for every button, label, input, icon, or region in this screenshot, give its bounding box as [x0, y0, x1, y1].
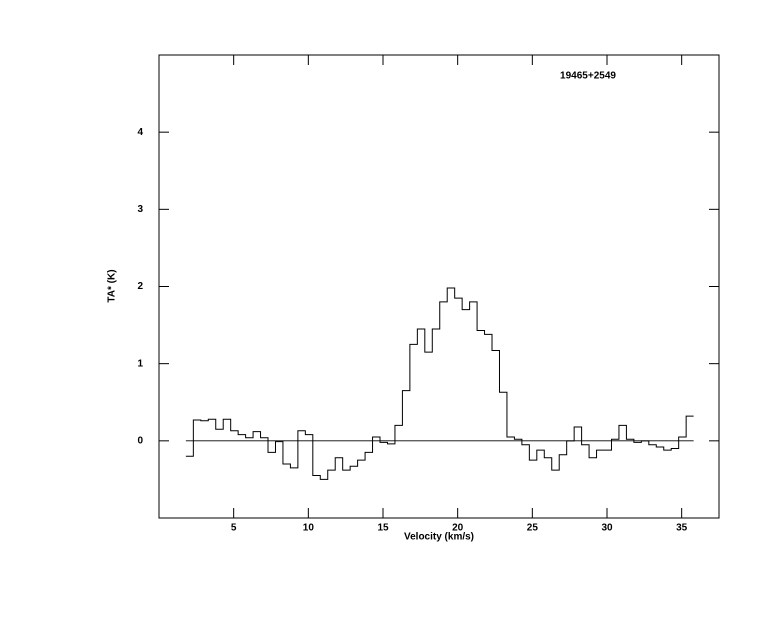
y-tick-label: 4 — [137, 127, 143, 138]
y-tick-label: 2 — [137, 281, 143, 292]
y-axis-label: TA* (K) — [107, 269, 118, 302]
x-tick-label: 15 — [377, 523, 389, 534]
spectrum-line — [185, 287, 694, 480]
x-tick-label: 35 — [676, 523, 688, 534]
x-tick-label: 25 — [527, 523, 539, 534]
y-tick-label: 0 — [137, 435, 143, 446]
x-tick-label: 5 — [231, 523, 237, 534]
x-tick-label: 10 — [303, 523, 315, 534]
y-tick-label: 3 — [137, 204, 143, 215]
chart-title: 19465+2549 — [560, 71, 616, 82]
x-axis-label: Velocity (km/s) — [404, 532, 474, 543]
y-tick-label: 1 — [137, 358, 143, 369]
x-tick-label: 30 — [601, 523, 613, 534]
plot-frame — [158, 54, 720, 519]
x-tick-label: 20 — [452, 523, 464, 534]
